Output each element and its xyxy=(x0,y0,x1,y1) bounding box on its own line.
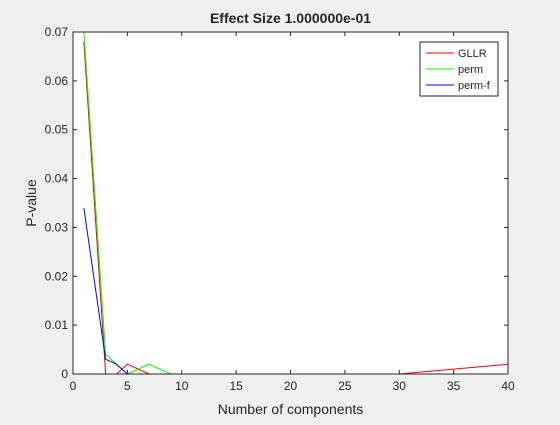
x-tick-label: 0 xyxy=(70,379,77,393)
y-tick-label: 0.01 xyxy=(45,318,69,332)
legend-label: perm xyxy=(458,64,483,76)
x-tick-label: 35 xyxy=(447,379,461,393)
x-tick-label: 30 xyxy=(393,379,407,393)
x-axis: 0 5 10 15 20 25 30 35 40 xyxy=(70,32,515,393)
y-tick-label: 0.07 xyxy=(45,25,69,39)
legend-label: perm-f xyxy=(458,80,491,92)
y-axis: 0 0.01 0.02 0.03 0.04 0.05 0.06 0.07 xyxy=(45,25,508,381)
chart-title: Effect Size 1.000000e-01 xyxy=(210,10,371,26)
y-tick-label: 0.03 xyxy=(45,220,69,234)
y-tick-label: 0 xyxy=(61,367,68,381)
x-tick-label: 25 xyxy=(338,379,352,393)
y-tick-label: 0.04 xyxy=(45,172,69,186)
x-tick-label: 5 xyxy=(124,379,131,393)
legend: GLLR perm perm-f xyxy=(419,41,499,97)
x-tick-label: 20 xyxy=(284,379,298,393)
y-tick-label: 0.06 xyxy=(45,74,69,88)
legend-label: GLLR xyxy=(458,48,487,60)
series-line-perm xyxy=(83,31,508,375)
x-tick-label: 15 xyxy=(229,379,243,393)
x-tick-label: 40 xyxy=(501,379,515,393)
x-axis-label: Number of components xyxy=(218,401,364,417)
y-axis-label: P-value xyxy=(23,179,39,227)
x-tick-label: 10 xyxy=(175,379,189,393)
y-tick-label: 0.05 xyxy=(45,123,69,137)
y-tick-label: 0.02 xyxy=(45,269,69,283)
